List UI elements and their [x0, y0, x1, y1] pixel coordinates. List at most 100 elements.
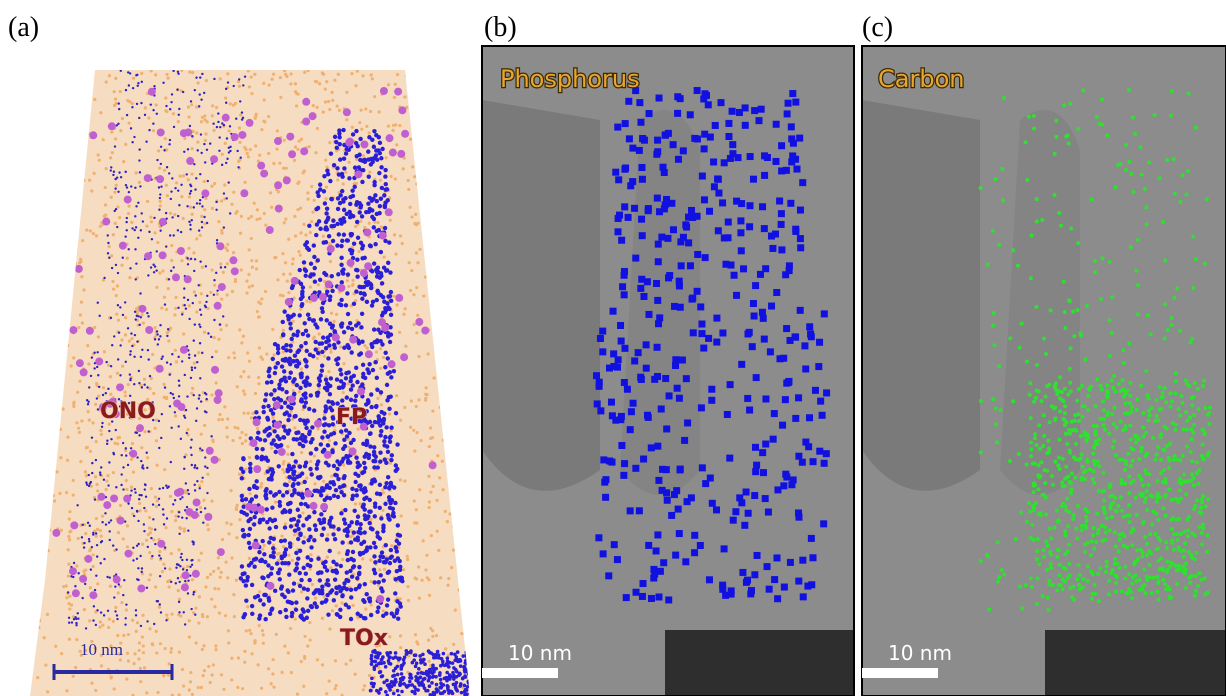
atom	[643, 341, 650, 348]
atom	[312, 591, 316, 595]
atom	[302, 223, 305, 226]
atom	[375, 610, 379, 614]
atom	[362, 470, 366, 474]
atom	[305, 246, 309, 250]
atom	[123, 579, 125, 581]
atom	[302, 380, 306, 384]
atom	[143, 523, 145, 525]
atom	[231, 439, 234, 442]
atom	[713, 339, 720, 346]
atom	[788, 481, 795, 488]
atom	[140, 494, 142, 496]
atom	[87, 132, 90, 135]
atom	[371, 459, 375, 463]
atom	[400, 353, 408, 361]
atom	[148, 129, 150, 131]
atom	[166, 194, 169, 197]
atom	[378, 492, 382, 496]
atom	[43, 636, 46, 639]
atom	[174, 519, 177, 522]
atom	[303, 536, 306, 539]
atom	[32, 258, 35, 261]
atom	[115, 573, 117, 575]
atom	[418, 597, 421, 600]
atom	[235, 117, 237, 119]
atom	[95, 234, 98, 237]
atom	[222, 315, 224, 317]
atom	[198, 284, 200, 286]
atom	[774, 595, 781, 602]
atom	[291, 471, 295, 475]
atom	[221, 418, 224, 421]
atom	[328, 179, 332, 183]
atom	[124, 623, 126, 625]
atom	[358, 158, 362, 162]
atom	[276, 351, 280, 355]
atom	[129, 378, 131, 380]
atom	[119, 129, 122, 132]
atom	[276, 129, 279, 132]
atom	[136, 558, 138, 560]
atom	[117, 358, 119, 360]
atom	[415, 182, 418, 185]
atom	[768, 303, 775, 310]
atom	[213, 78, 215, 80]
atom	[446, 685, 450, 689]
atom	[109, 375, 112, 378]
atom	[238, 78, 240, 80]
atom	[428, 445, 431, 448]
atom	[143, 383, 145, 385]
atom	[326, 556, 329, 559]
atom	[187, 247, 190, 250]
atom	[354, 225, 357, 228]
atom	[89, 591, 97, 599]
atom	[305, 349, 309, 353]
atom	[361, 74, 364, 77]
atom	[660, 559, 667, 566]
atom	[139, 667, 142, 670]
atom	[439, 576, 442, 579]
atom	[131, 227, 133, 229]
atom	[170, 552, 173, 555]
atom	[320, 585, 324, 589]
atom	[116, 226, 118, 228]
atom	[67, 574, 70, 577]
atom	[99, 474, 101, 476]
atom	[246, 605, 249, 608]
atom	[118, 583, 120, 585]
atom	[1123, 565, 1127, 569]
atom	[125, 184, 127, 186]
atom	[784, 110, 791, 117]
atom	[97, 153, 100, 156]
atom	[312, 408, 316, 412]
atom	[407, 599, 410, 602]
atom	[148, 578, 151, 581]
atom	[320, 364, 324, 368]
atom	[282, 435, 286, 439]
atom	[137, 657, 140, 660]
atom	[468, 674, 471, 677]
atom	[370, 303, 374, 307]
atom	[62, 585, 65, 588]
atom	[217, 548, 225, 556]
atom	[177, 577, 179, 579]
atom	[295, 92, 298, 95]
atom	[672, 552, 679, 559]
atom	[308, 353, 312, 357]
atom	[236, 150, 238, 152]
atom	[95, 382, 98, 385]
atom	[87, 522, 89, 524]
atom	[279, 96, 282, 99]
atom	[188, 493, 190, 495]
atom	[388, 561, 392, 565]
atom	[128, 339, 131, 342]
atom	[129, 450, 137, 458]
atom	[80, 419, 83, 422]
atom	[191, 464, 193, 466]
atom	[380, 186, 384, 190]
atom	[241, 470, 245, 474]
atom	[138, 434, 140, 436]
atom	[304, 426, 308, 430]
atom	[154, 427, 157, 430]
atom	[664, 497, 671, 504]
